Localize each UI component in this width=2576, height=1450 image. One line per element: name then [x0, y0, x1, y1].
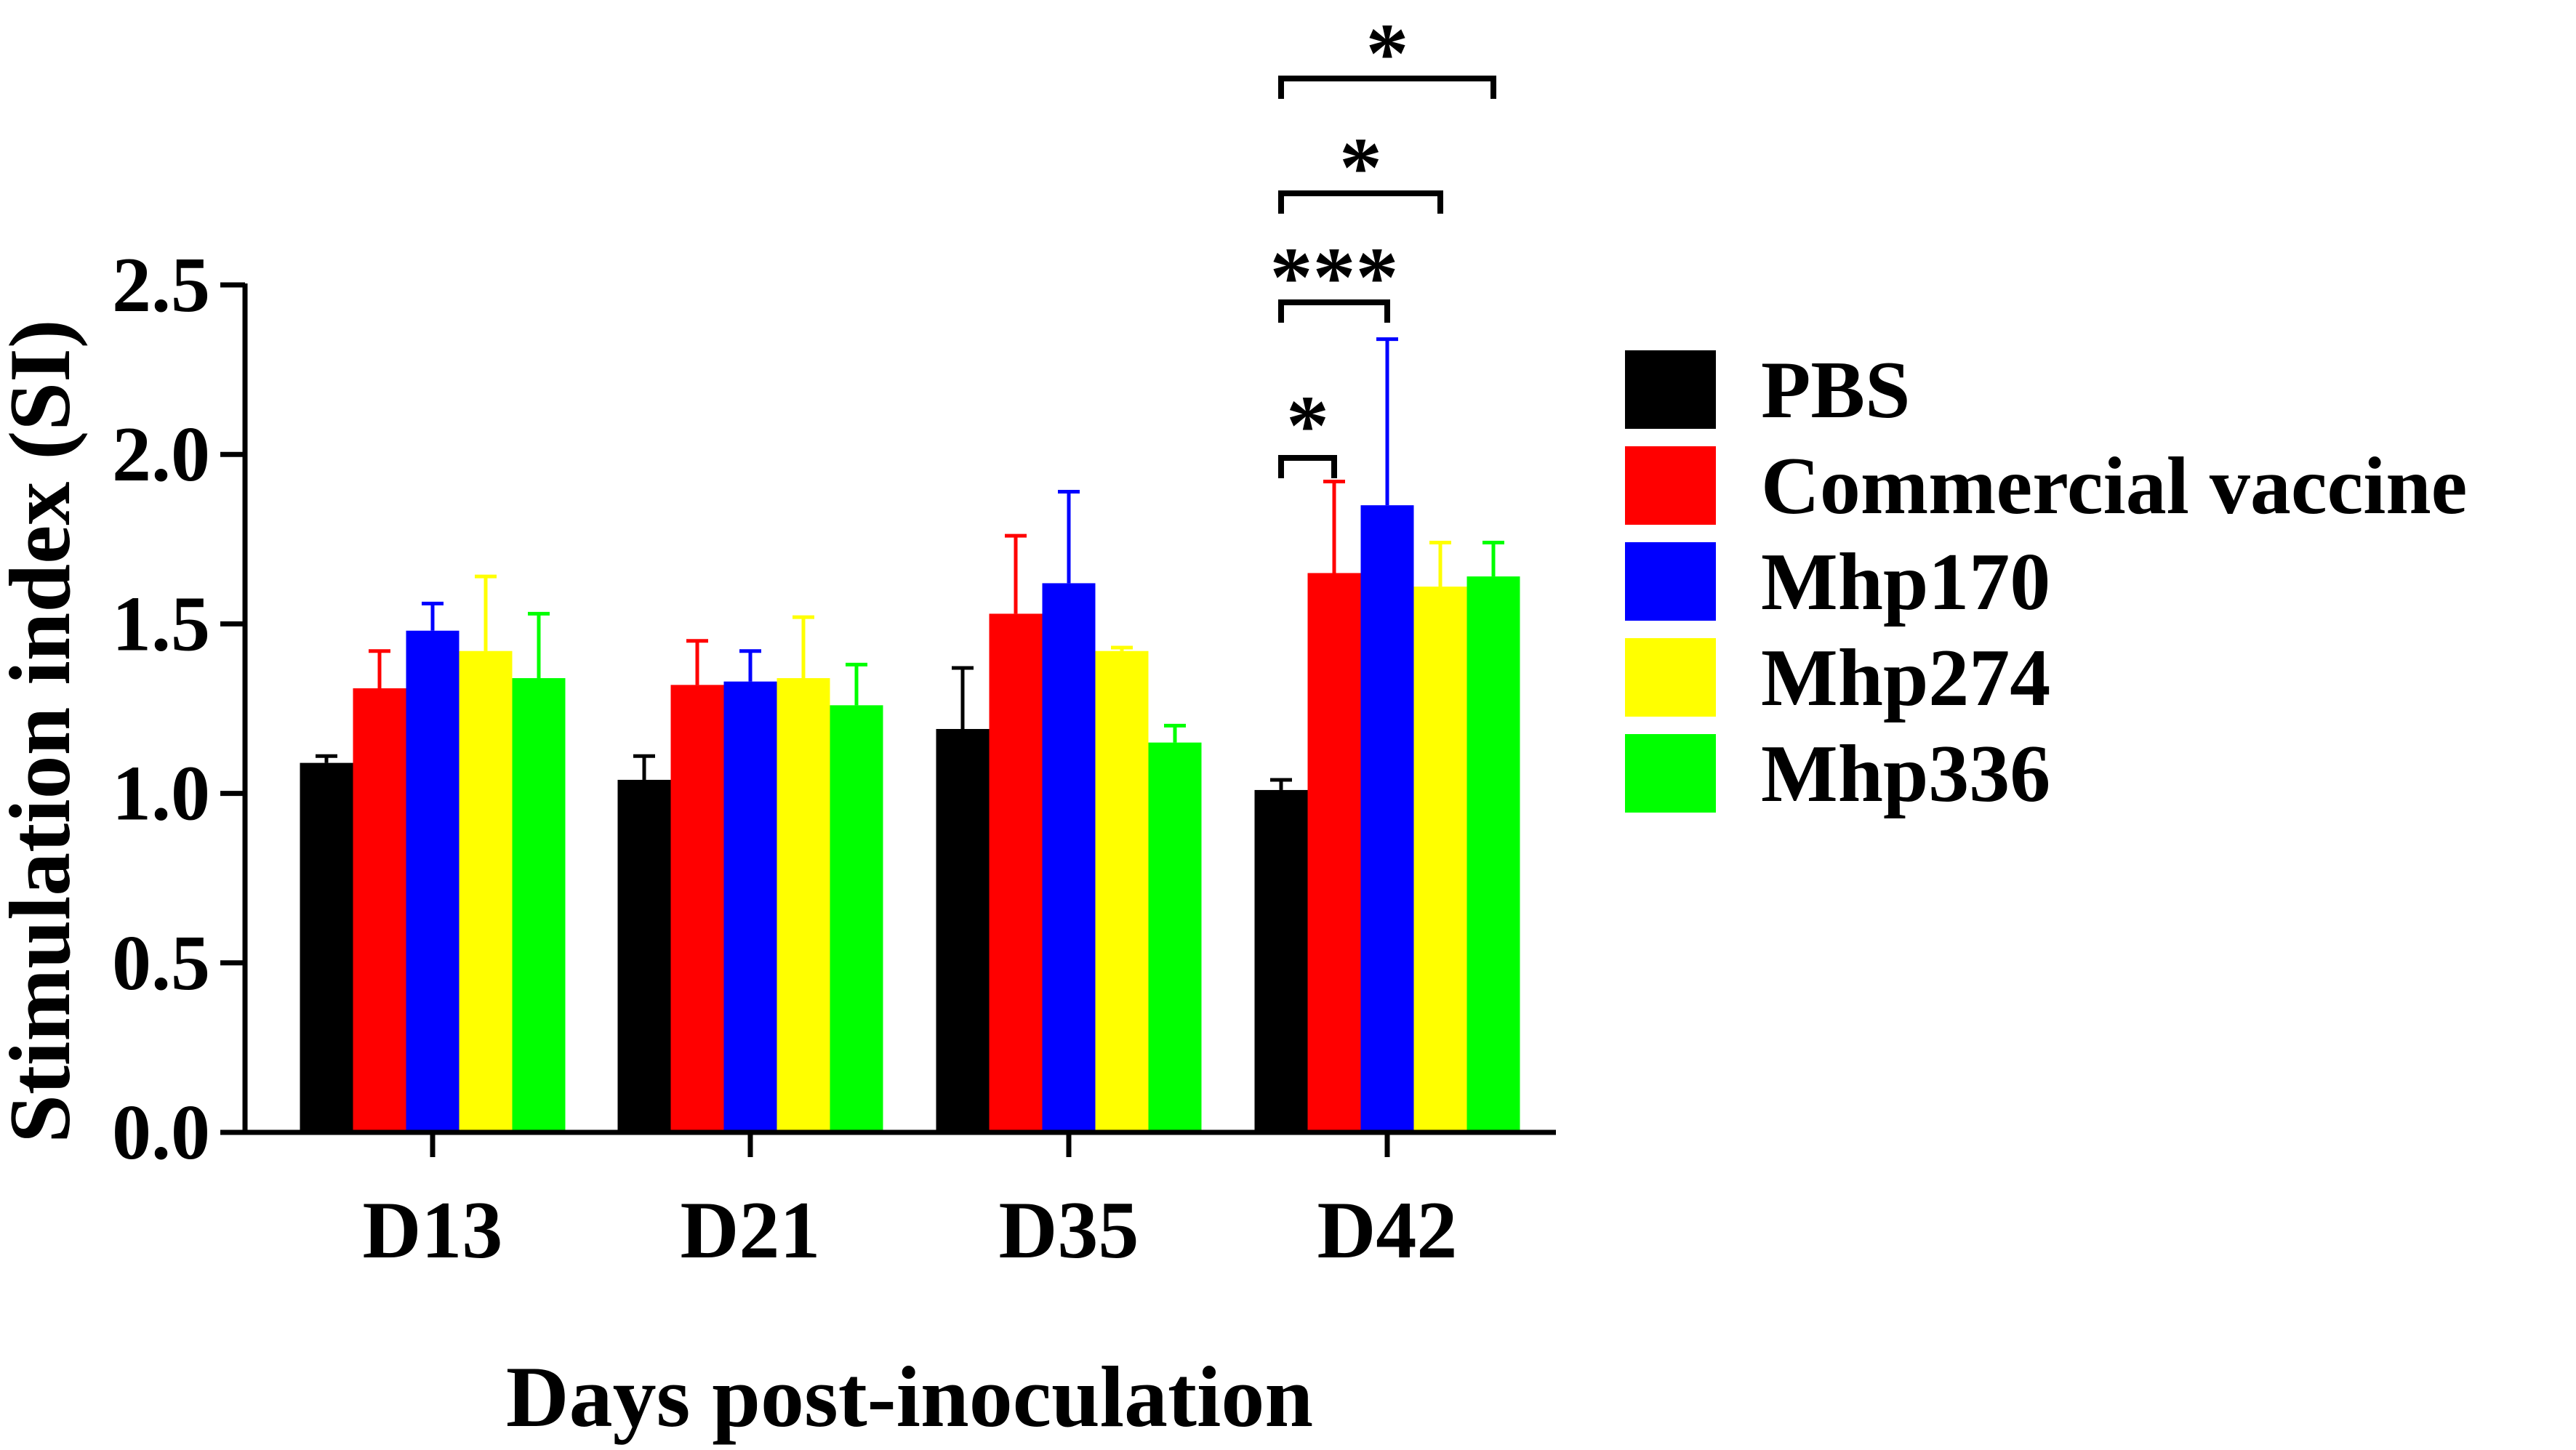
bar-d21-mhp274: [777, 678, 830, 1132]
legend-item: Commercial vaccine: [1625, 441, 2467, 531]
legend-swatch: [1625, 542, 1716, 621]
legend-item: Mhp336: [1625, 729, 2050, 819]
axes-layer: 0.0 0.5 1.0 1.5 2.0 2.5 D13 D21 D35 D42: [112, 242, 1556, 1276]
x-tick-label-d35: D35: [999, 1185, 1139, 1276]
y-tick-label: 1.5: [112, 581, 210, 667]
legend-label: PBS: [1761, 345, 1910, 435]
significance-label: *: [1286, 378, 1329, 473]
x-tick-label-d13: D13: [363, 1185, 503, 1276]
bar-d42-pbs: [1254, 789, 1308, 1132]
bar-d35-mhp274: [1095, 651, 1149, 1132]
error-bar: [846, 662, 867, 706]
bar-d42-commercial-vaccine: [1307, 573, 1361, 1132]
y-tick-label: 0.5: [112, 920, 210, 1007]
bar-d21-commercial-vaccine: [670, 685, 724, 1132]
bars-layer: [300, 505, 1520, 1132]
bar-d42-mhp274: [1413, 587, 1467, 1132]
bar-d35-commercial-vaccine: [989, 613, 1043, 1132]
error-bar: [1482, 540, 1504, 577]
x-tick-label-d21: D21: [681, 1185, 821, 1276]
significance-bracket: [1278, 190, 1443, 214]
bar-d42-mhp170: [1360, 505, 1414, 1132]
bar-d21-pbs: [617, 779, 671, 1132]
significance-layer: ******: [1270, 6, 1496, 478]
significance-bracket: [1278, 299, 1390, 323]
error-bar: [316, 754, 337, 763]
y-axis-title: Stimulation index (SI): [0, 319, 88, 1143]
y-tick-label: 0.0: [112, 1089, 210, 1176]
significance-bracket: [1278, 455, 1337, 478]
legend-swatch: [1625, 638, 1716, 717]
bar-d13-mhp336: [512, 678, 566, 1132]
bar-d13-mhp170: [406, 630, 460, 1132]
legend-swatch: [1625, 446, 1716, 525]
bar-d21-mhp336: [830, 705, 883, 1132]
y-tick-label: 1.0: [112, 751, 210, 837]
y-tick-label: 2.0: [112, 411, 210, 498]
error-bar: [369, 649, 390, 689]
error-bar: [1111, 645, 1133, 651]
legend-label: Mhp170: [1761, 537, 2050, 627]
legend-label: Commercial vaccine: [1761, 441, 2467, 531]
x-tick-label-d42: D42: [1317, 1185, 1458, 1276]
error-bar: [1005, 533, 1027, 614]
bar-d35-pbs: [936, 728, 990, 1132]
error-bar: [1323, 480, 1345, 573]
error-bar: [528, 611, 550, 679]
bar-d13-pbs: [300, 762, 353, 1132]
bar-d35-mhp170: [1042, 583, 1096, 1132]
error-bars-layer: [316, 337, 1504, 790]
bar-d13-mhp274: [459, 651, 513, 1132]
error-bar: [952, 666, 974, 729]
legend-item: Mhp170: [1625, 537, 2050, 627]
bar-d42-mhp336: [1466, 576, 1520, 1132]
bar-d13-commercial-vaccine: [353, 688, 406, 1132]
error-bar: [633, 754, 655, 780]
significance-label: ***: [1270, 230, 1399, 325]
error-bar: [1058, 490, 1080, 584]
legend-swatch: [1625, 350, 1716, 429]
error-bar: [793, 615, 814, 679]
significance-bracket: [1278, 76, 1496, 99]
error-bar: [475, 574, 497, 651]
error-bar: [1270, 778, 1292, 790]
legend-label: Mhp274: [1761, 633, 2050, 723]
legend-label: Mhp336: [1761, 729, 2050, 819]
significance-label: *: [1339, 120, 1382, 215]
legend-swatch: [1625, 734, 1716, 813]
legend-item: PBS: [1625, 345, 1910, 435]
legend-item: Mhp274: [1625, 633, 2050, 723]
error-bar: [686, 639, 708, 685]
error-bar: [1376, 337, 1398, 506]
error-bar: [739, 649, 761, 682]
error-bar: [1164, 723, 1186, 743]
significance-label: *: [1366, 6, 1409, 101]
error-bar: [422, 601, 444, 631]
bar-d35-mhp336: [1148, 742, 1202, 1132]
bar-d21-mhp170: [723, 681, 777, 1132]
x-axis-title: Days post-inoculation: [506, 1348, 1313, 1445]
y-tick-label: 2.5: [112, 242, 210, 329]
error-bar: [1429, 540, 1451, 587]
